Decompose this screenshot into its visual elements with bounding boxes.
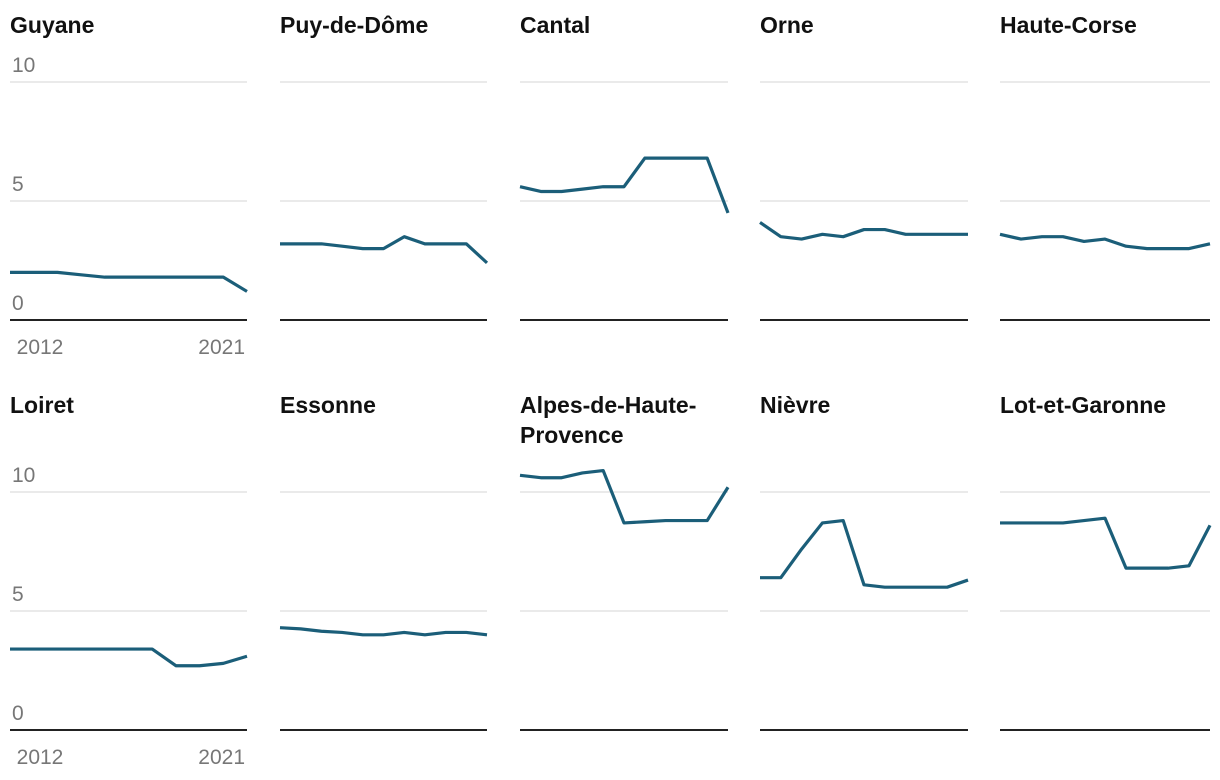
x-tick-label: 2021 [198,336,245,359]
panel-title: Loiret [10,392,74,418]
data-line [759,221,968,241]
panel-title: Orne [760,12,814,38]
y-tick-label: 10 [12,54,35,77]
data-line [519,156,730,214]
data-line [760,518,969,589]
panel-title: Lot-et-Garonne [1000,392,1167,418]
data-line [1000,516,1212,570]
panel-title: Puy-de-Dôme [280,12,429,38]
data-line [999,232,1211,251]
data-line [280,235,489,265]
x-tick-label: 2012 [17,336,64,359]
data-line [10,270,248,293]
panel-title: Alpes-de-Haute-Provence [520,392,697,448]
y-tick-label: 5 [12,583,24,606]
panel-title: Cantal [520,12,591,38]
y-tick-label: 0 [12,702,24,725]
panel-title: Haute-Corse [1000,12,1137,38]
panel-title: Guyane [10,12,95,38]
panel-title: Nièvre [760,392,831,418]
data-line [519,468,730,525]
y-tick-label: 5 [12,173,24,196]
y-tick-label: 10 [12,464,35,487]
x-tick-label: 2021 [198,746,245,769]
y-tick-label: 0 [12,292,24,315]
data-line [279,626,488,637]
panel-title: Essonne [280,392,376,418]
data-line [10,647,248,668]
x-tick-label: 2012 [17,746,64,769]
